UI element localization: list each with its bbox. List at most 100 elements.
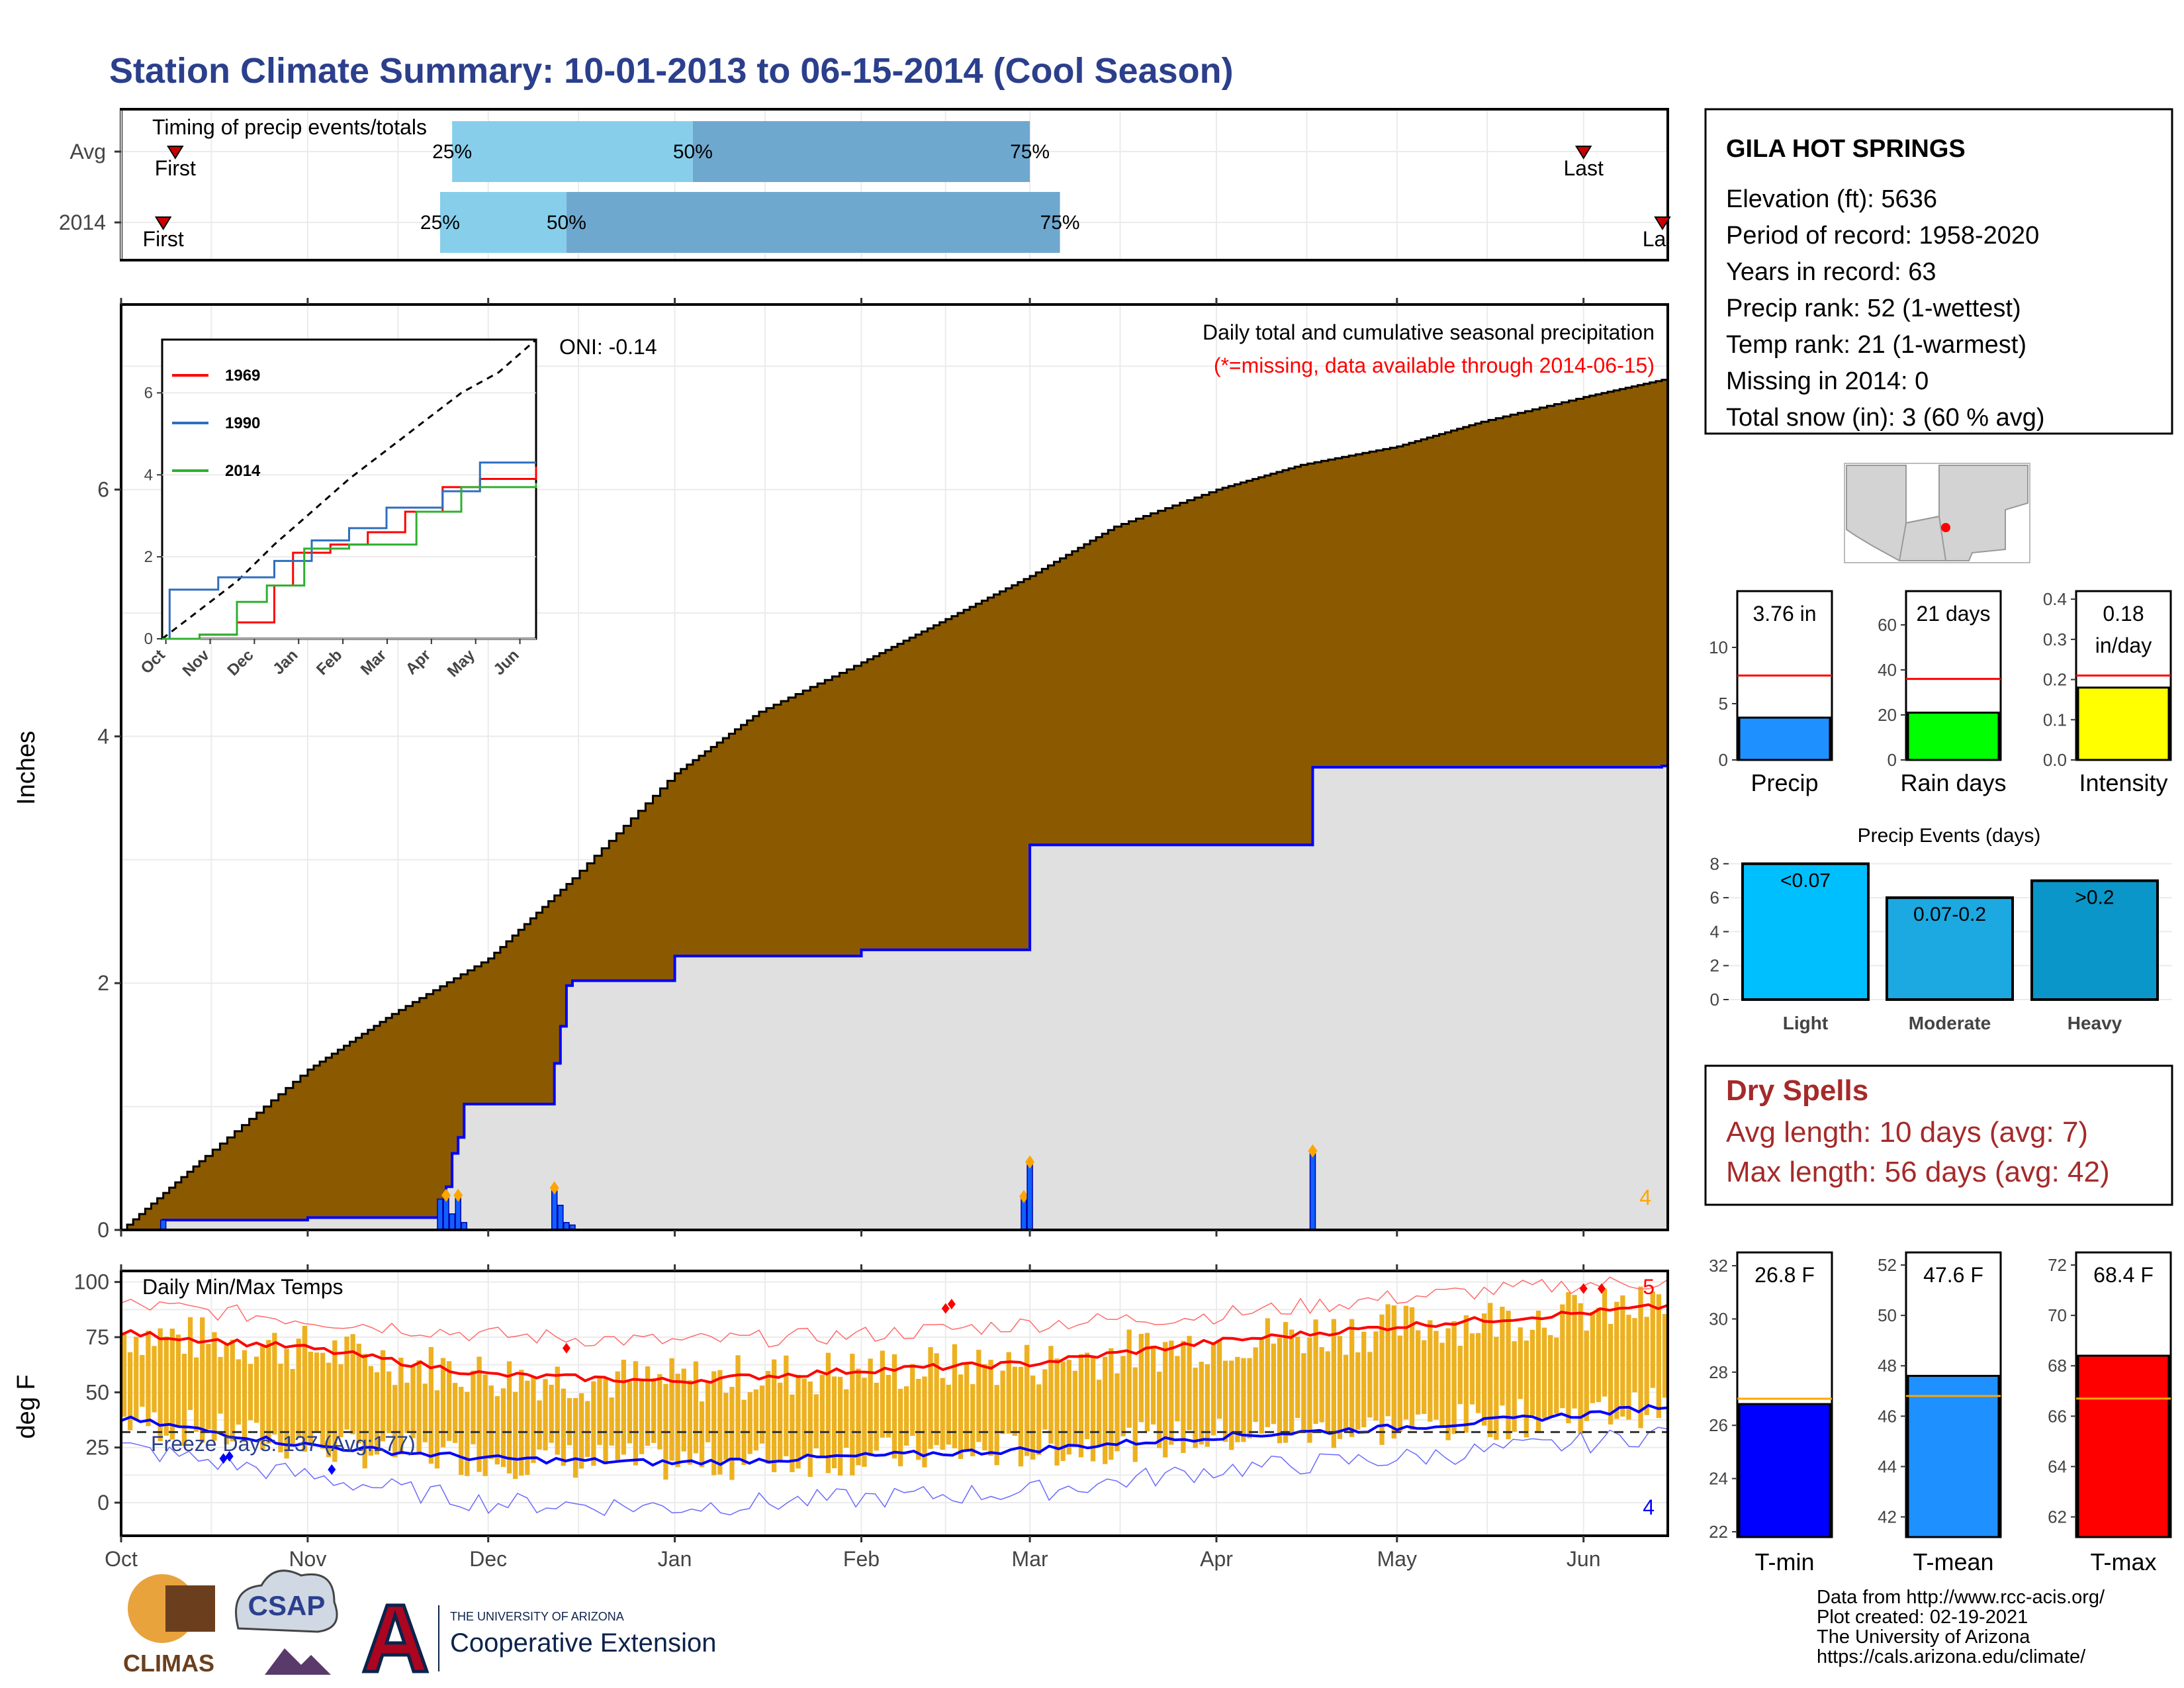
daily-temp-range-bar <box>1614 1301 1619 1419</box>
precip-panel-title: Daily total and cumulative seasonal prec… <box>1203 320 1655 344</box>
daily-temp-range-bar <box>206 1344 211 1430</box>
month-label: Apr <box>1200 1547 1233 1571</box>
events-title: Precip Events (days) <box>1858 825 2041 847</box>
oni-label: ONI: -0.14 <box>559 335 657 359</box>
daily-temp-range-bar <box>338 1364 343 1437</box>
daily-temp-range-bar <box>585 1401 590 1457</box>
daily-temp-range-bar <box>416 1360 422 1455</box>
daily-temp-range-bar <box>459 1387 464 1476</box>
daily-temp-range-bar <box>1175 1356 1180 1422</box>
daily-temp-range-bar <box>1283 1322 1289 1443</box>
inset-legend-label: 2014 <box>225 462 261 480</box>
daily-temp-range-bar <box>567 1398 572 1446</box>
summary-bar-tick-label: 72 <box>2048 1255 2067 1275</box>
daily-temp-range-bar <box>194 1357 199 1432</box>
daily-temp-range-bar <box>1012 1366 1017 1436</box>
timing-heading: Timing of precip events/totals <box>152 115 427 139</box>
heavy-event-marker <box>1019 1190 1029 1203</box>
daily-temp-range-bar <box>868 1358 873 1456</box>
daily-temp-range-bar <box>1048 1346 1054 1444</box>
daily-temp-range-bar <box>175 1335 181 1428</box>
summary-bar-tick-label: 0.1 <box>2043 710 2067 729</box>
daily-temp-range-bar <box>1229 1360 1234 1450</box>
daily-temp-range-bar <box>200 1317 205 1443</box>
daily-temp-range-bar <box>958 1374 964 1459</box>
summary-bar-tick-label: 40 <box>1878 660 1897 680</box>
station-line: Period of record: 1958-2020 <box>1726 222 2039 250</box>
summary-bar-value-label: 47.6 F <box>1923 1263 1983 1287</box>
summary-bar-tick-label: 30 <box>1709 1309 1728 1329</box>
summary-bar-category-label: Precip <box>1751 769 1818 796</box>
daily-temp-range-bar <box>1596 1307 1602 1403</box>
record-low-marker <box>225 1451 234 1462</box>
daily-temp-range-bar <box>1187 1336 1192 1430</box>
ua-a-icon <box>361 1603 430 1673</box>
daily-temp-range-bar <box>1235 1356 1240 1442</box>
month-label: Jan <box>658 1547 692 1571</box>
summary-bar-value <box>1738 1403 1831 1538</box>
precip-y-label: Inches <box>13 731 40 805</box>
daily-temp-range-bar <box>332 1340 338 1462</box>
inset-y-tick-label: 2 <box>144 548 153 566</box>
precip-y-tick-label: 6 <box>97 478 109 502</box>
summary-bar-tick-label: 70 <box>2048 1305 2067 1325</box>
daily-temp-range-bar <box>597 1376 602 1445</box>
record-high-marker <box>562 1342 570 1354</box>
daily-temp-range-bar <box>807 1382 813 1477</box>
daily-temp-range-bar <box>121 1333 127 1417</box>
temp-y-tick-label: 50 <box>85 1380 109 1404</box>
daily-temp-range-bar <box>296 1338 301 1438</box>
daily-temp-range-bar <box>1367 1352 1373 1418</box>
daily-temp-range-bar <box>916 1379 921 1460</box>
daily-temp-range-bar <box>1662 1314 1668 1398</box>
station-line: Total snow (in): 3 (60 % avg) <box>1726 404 2045 432</box>
daily-temp-range-bar <box>152 1346 157 1413</box>
daily-temp-range-bar <box>392 1385 398 1458</box>
heavy-event-marker <box>453 1188 463 1202</box>
record-low-line <box>120 1427 1668 1517</box>
daily-temp-range-bar <box>260 1346 265 1450</box>
timing-label-p25: 25% <box>420 212 460 234</box>
daily-temp-range-bar <box>1295 1336 1300 1419</box>
daily-temp-range-bar <box>976 1350 981 1442</box>
average-high-line <box>120 1303 1668 1385</box>
events-y-tick-label: 6 <box>1710 888 1719 908</box>
footer-credits: Data from http://www.rcc-acis.org/ Plot … <box>1817 1587 2105 1667</box>
month-label: Jun <box>1567 1547 1601 1571</box>
daily-temp-range-bar <box>922 1376 927 1468</box>
station-info-frame <box>1704 108 2173 435</box>
daily-temp-range-bar <box>1042 1369 1048 1430</box>
daily-temp-range-bar <box>735 1355 741 1460</box>
daily-temp-range-bar <box>1006 1352 1011 1434</box>
daily-temp-range-bar <box>1409 1307 1415 1430</box>
daily-temp-range-bar <box>1355 1352 1361 1430</box>
timing-bar-q50-75 <box>692 121 1030 182</box>
daily-temp-range-bar <box>609 1397 614 1446</box>
daily-temp-range-bar <box>1331 1319 1336 1448</box>
station-info: GILA HOT SPRINGS Elevation (ft): 5636 Pe… <box>1704 108 2173 435</box>
ua-big-text: Cooperative Extension <box>450 1628 716 1658</box>
daily-temp-range-bar <box>928 1347 933 1449</box>
record-low-marker <box>328 1464 336 1475</box>
daily-temp-range-bar <box>1036 1384 1042 1455</box>
station-name: GILA HOT SPRINGS <box>1726 135 1966 163</box>
events-category-label: Moderate <box>1909 1013 1991 1033</box>
daily-temp-range-bar <box>1343 1354 1349 1432</box>
summary-bar-tick-label: 0.0 <box>2043 750 2067 770</box>
dry-spells-max: Max length: 56 days (avg: 42) <box>1726 1156 2110 1188</box>
daily-temp-range-bar <box>236 1359 241 1425</box>
daily-temp-range-bar <box>1385 1304 1390 1417</box>
daily-temp-range-bar <box>615 1371 620 1462</box>
temp-panel-title: Daily Min/Max Temps <box>142 1275 343 1299</box>
daily-temp-range-bar <box>266 1340 271 1444</box>
summary-bar-tick-label: 42 <box>1878 1507 1897 1527</box>
summary-bar-value <box>1907 712 2000 761</box>
daily-temp-range-bar <box>494 1396 500 1465</box>
daily-temp-range-bar <box>1103 1356 1108 1464</box>
csap-cloud-icon <box>235 1570 338 1633</box>
daily-temp-range-bar <box>1541 1327 1547 1419</box>
inset-legend-label: 1969 <box>225 367 260 385</box>
daily-temp-range-bar <box>1120 1356 1126 1436</box>
month-label: Oct <box>105 1547 138 1571</box>
